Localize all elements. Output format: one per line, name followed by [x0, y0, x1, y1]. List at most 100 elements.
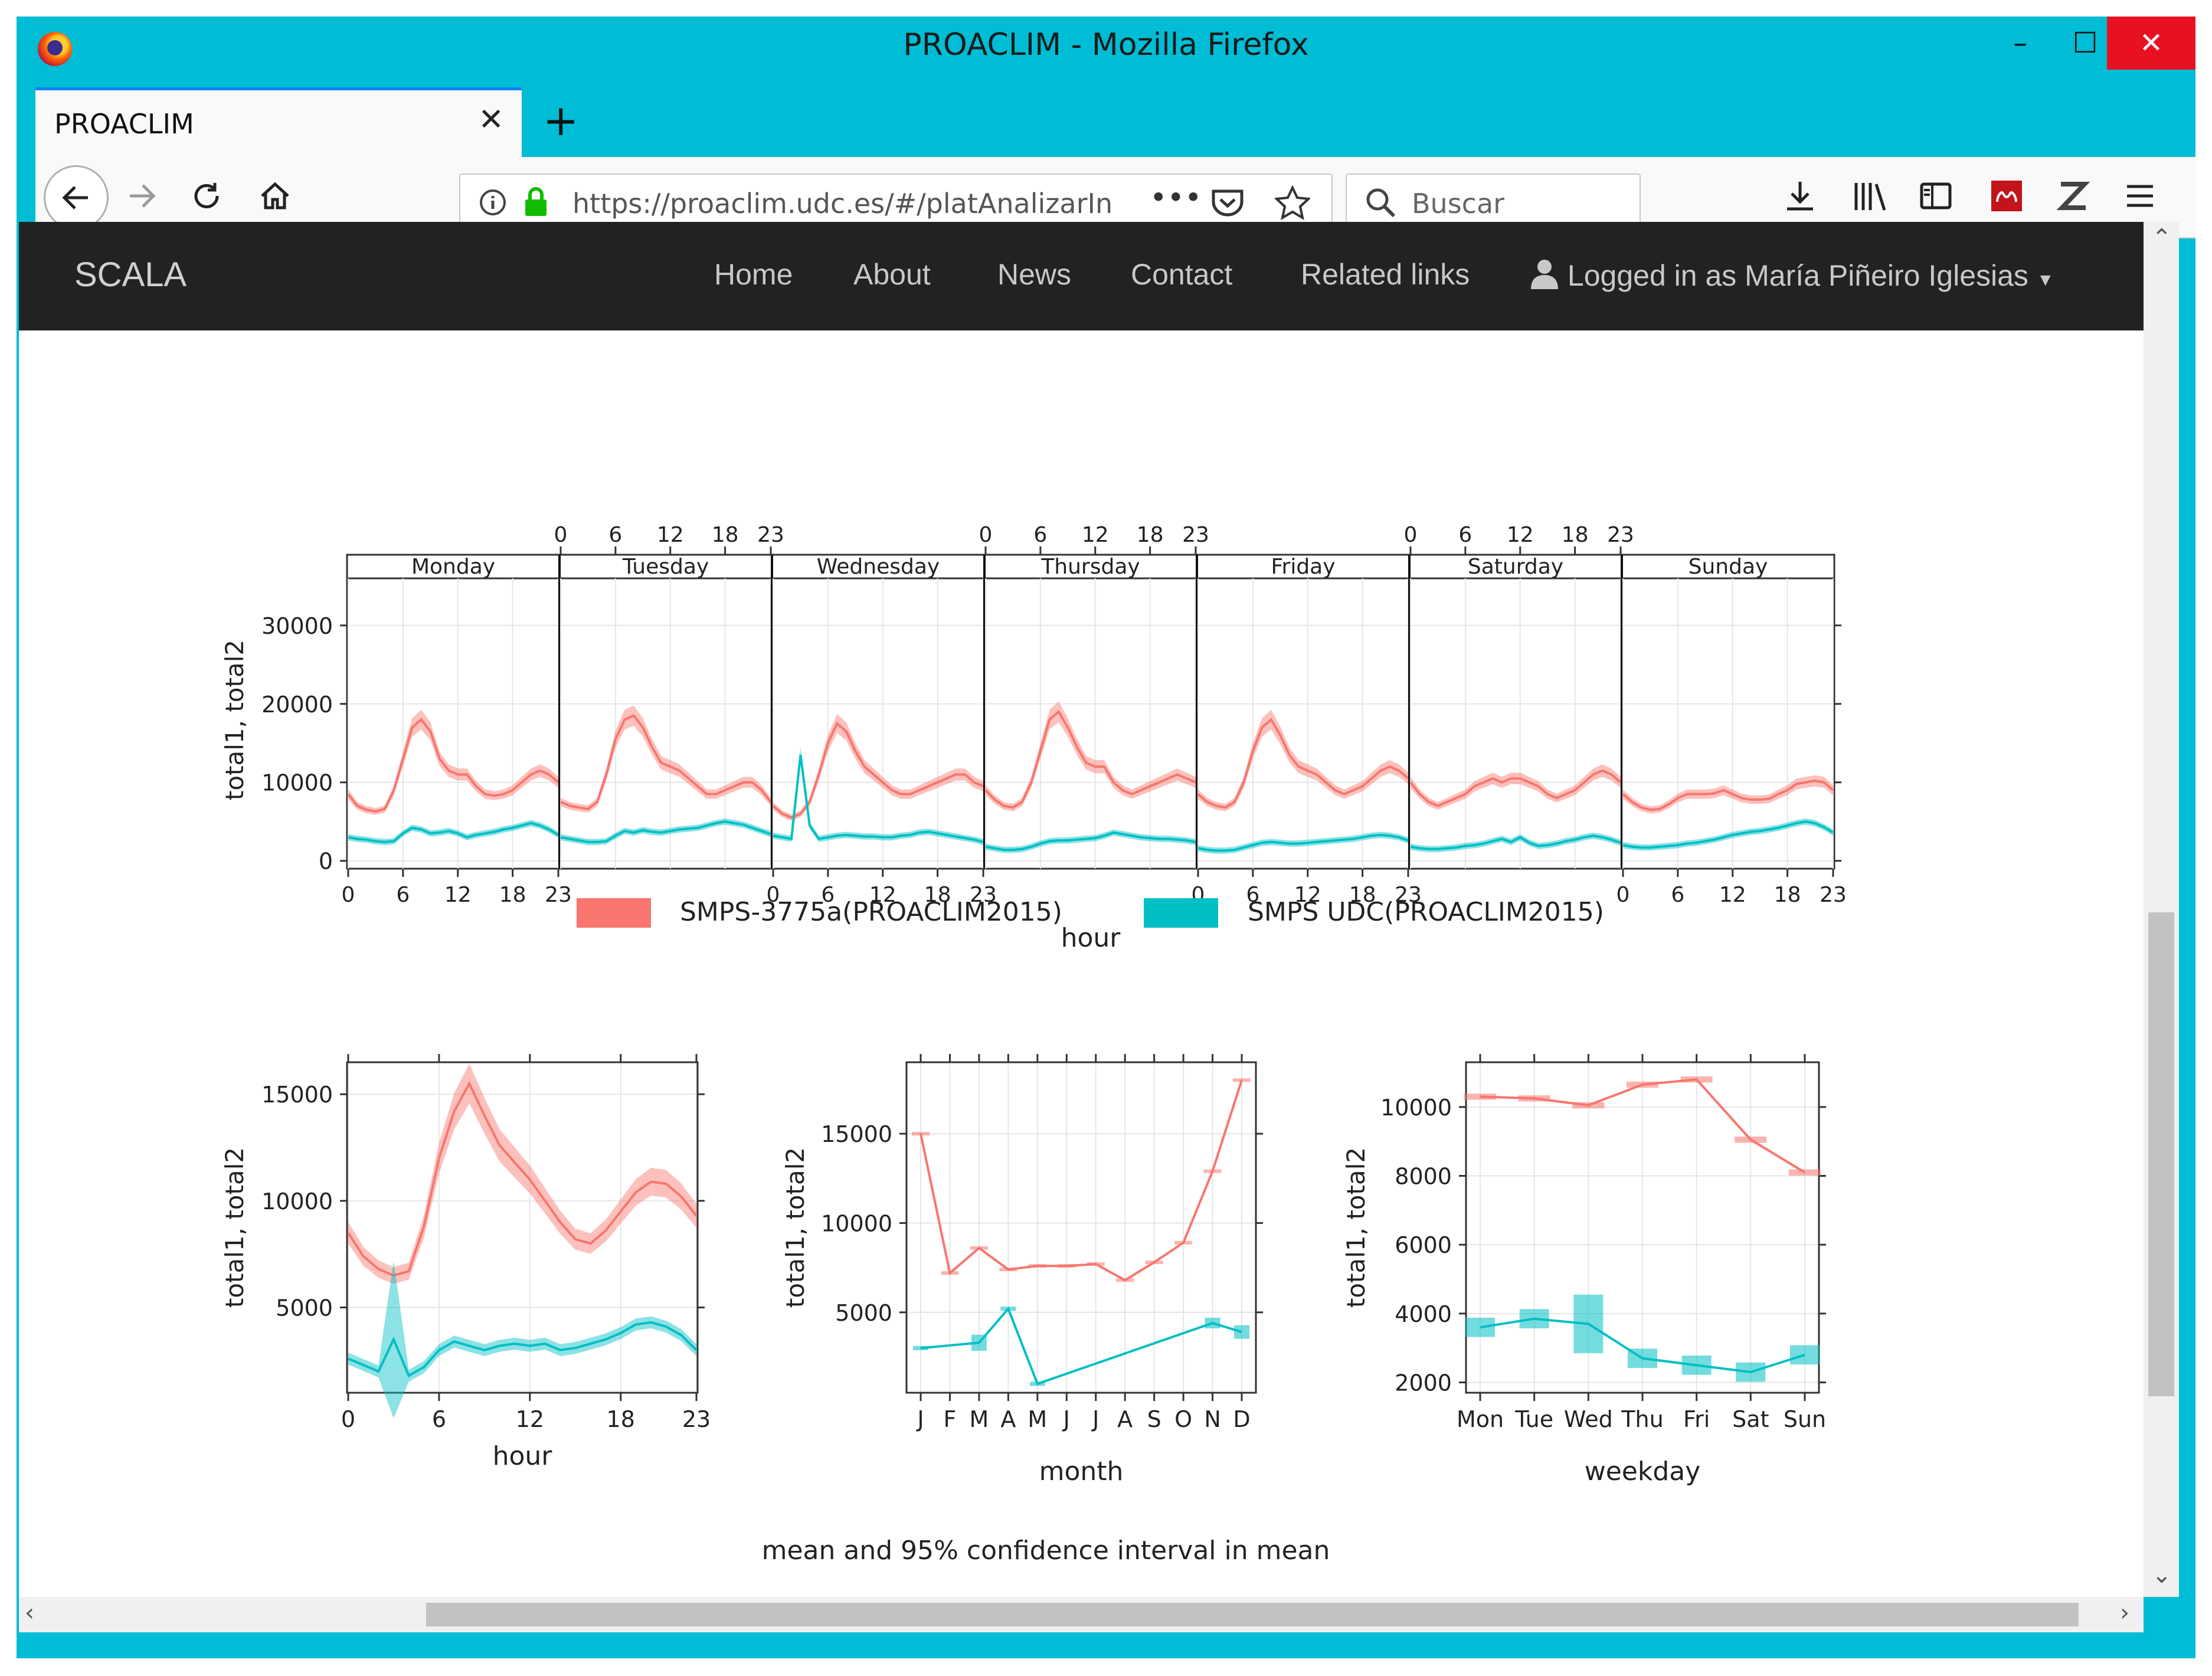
maximize-button[interactable]: ☐ — [2072, 27, 2098, 60]
y-axis-label: total1, total2 — [220, 640, 249, 800]
horizontal-scroll-thumb[interactable] — [426, 1603, 2079, 1626]
search-placeholder[interactable]: Buscar — [1412, 188, 1505, 220]
caret-down-icon: ▼ — [2036, 270, 2054, 290]
x-tick-label: Wed — [1564, 1406, 1613, 1432]
downloads-button[interactable] — [1776, 169, 1824, 223]
tab-proaclim[interactable]: PROACLIM ✕ — [35, 87, 522, 157]
download-icon — [1787, 182, 1813, 211]
app-navbar: SCALA Home About News Contact Related li… — [19, 222, 2144, 330]
scroll-up-icon[interactable]: ⌃ — [2152, 224, 2172, 251]
y-tick-label: 8000 — [1395, 1164, 1452, 1190]
library-button[interactable] — [1847, 169, 1894, 223]
home-icon — [261, 182, 289, 210]
x-tick-label: D — [1233, 1406, 1250, 1432]
panel-label-sunday: Sunday — [1689, 555, 1768, 579]
vertical-scroll-thumb[interactable] — [2148, 912, 2174, 1396]
x-tick-label: 18 — [1349, 883, 1376, 907]
x-tick-label: 0 — [554, 523, 568, 547]
y-tick-label: 15000 — [261, 1082, 333, 1108]
x-tick-label: 6 — [608, 523, 622, 547]
series-line-smps-3775a-proaclim2015-wednesday — [772, 721, 984, 819]
nav-contact[interactable]: Contact — [1131, 258, 1233, 291]
user-name: Logged in as María Piñeiro Iglesias — [1567, 259, 2028, 292]
mendeley-icon — [1991, 181, 2022, 211]
panel-label-saturday: Saturday — [1468, 555, 1563, 579]
series-line-smps-udc-proaclim2015-wednesday — [773, 754, 984, 843]
x-tick-label: A — [1117, 1406, 1133, 1432]
x-tick-label: 18 — [1774, 883, 1801, 907]
x-tick-label: 18 — [607, 1406, 635, 1432]
weekly-hourly-chart: 0 10000 20000 30000 Monday 0 6 12 18 23 Tuesday 0 6 1… — [220, 523, 1847, 953]
close-window-button[interactable]: ✕ — [2107, 17, 2195, 70]
series-line-smps-udc-proaclim2015-monday — [348, 821, 559, 843]
ci-band-smps-udc-proaclim2015-thursday — [986, 829, 1196, 853]
reload-button[interactable] — [183, 169, 230, 223]
brand-logo[interactable]: SCALA — [74, 256, 187, 294]
scroll-left-icon[interactable]: ‹ — [25, 1599, 34, 1626]
x-tick-label: Tue — [1514, 1406, 1553, 1432]
y-tick-label: 20000 — [261, 692, 333, 718]
nav-related-links[interactable]: Related links — [1301, 258, 1470, 291]
zotero-button[interactable] — [2049, 169, 2096, 223]
page-content: SCALA Home About News Contact Related li… — [19, 222, 2144, 1597]
horizontal-scrollbar[interactable]: ‹ › — [19, 1597, 2144, 1632]
x-tick-label: 6 — [396, 883, 410, 907]
url-bar[interactable]: https://proaclim.udc.es/#/platAnalizarIn… — [459, 174, 1333, 230]
legend-swatch-smps-3775a — [577, 898, 651, 928]
menu-button[interactable] — [2116, 169, 2164, 223]
nav-news[interactable]: News — [997, 258, 1072, 291]
y-axis-label: total1, total2 — [1341, 1147, 1370, 1308]
x-tick-label: M — [970, 1406, 989, 1432]
x-tick-label: 6 — [821, 883, 835, 907]
minimize-button[interactable]: – — [2013, 27, 2027, 60]
home-button[interactable] — [251, 169, 299, 223]
x-tick-label: Sat — [1732, 1406, 1769, 1432]
vertical-scrollbar[interactable]: ⌃ ⌄ — [2144, 222, 2179, 1597]
page-actions-icon[interactable]: ••• — [1150, 181, 1202, 215]
reload-icon — [194, 183, 219, 208]
ci-box-smps-udc-proaclim2015-sun — [1790, 1345, 1820, 1365]
x-tick-label: 12 — [1507, 523, 1534, 547]
series-line-smps-3775a-proaclim2015-saturday — [1409, 769, 1622, 807]
x-tick-label: J — [916, 1406, 924, 1432]
x-tick-label: 18 — [712, 523, 739, 547]
panel-label-wednesday: Wednesday — [817, 555, 940, 579]
nav-about[interactable]: About — [853, 258, 931, 291]
y-tick-label: 10000 — [1380, 1095, 1452, 1121]
x-tick-label: 12 — [516, 1406, 544, 1432]
y-tick-label: 5000 — [835, 1300, 892, 1326]
new-tab-button[interactable]: + — [543, 96, 579, 145]
nav-home[interactable]: Home — [714, 258, 793, 291]
x-tick-label: 23 — [1395, 883, 1422, 907]
tab-close-icon[interactable]: ✕ — [478, 102, 504, 138]
pocket-icon — [1212, 189, 1244, 217]
x-tick-label: 23 — [970, 883, 997, 907]
x-tick-label: M — [1028, 1406, 1047, 1432]
scroll-right-icon[interactable]: › — [2120, 1599, 2129, 1626]
search-bar[interactable]: Buscar — [1346, 174, 1641, 230]
x-axis-label: hour — [1061, 923, 1121, 953]
ci-band-smps-3775a-proaclim2015 — [348, 1063, 696, 1284]
series-line-smps-udc-proaclim2015 — [1480, 1317, 1805, 1374]
back-arrow-icon — [62, 186, 88, 210]
series-line-smps-udc-proaclim2015 — [920, 1306, 1242, 1386]
url-text[interactable]: https://proaclim.udc.es/#/platAnalizarIn — [572, 188, 1113, 220]
sidebar-button[interactable] — [1912, 169, 1959, 223]
x-axis-label: weekday — [1585, 1456, 1701, 1487]
back-button[interactable] — [44, 165, 109, 230]
x-tick-label: 0 — [979, 523, 993, 547]
tab-strip: PROACLIM ✕ + — [35, 87, 2195, 157]
scroll-down-icon[interactable]: ⌄ — [2152, 1562, 2172, 1589]
x-tick-label: O — [1174, 1406, 1192, 1432]
forward-button[interactable] — [118, 169, 165, 223]
hour-chart: 5000 10000 15000 0 6 12 18 23 hour total1, total2 — [220, 1054, 711, 1471]
y-tick-label: 6000 — [1395, 1232, 1452, 1258]
legend-label-smps-udc: SMPS UDC(PROACLIM2015) — [1248, 897, 1604, 927]
x-tick-label: J — [1091, 1406, 1099, 1432]
weekday-chart: 2000 4000 6000 8000 10000 Mon Tue Wed Thu Fri Sat S… — [1341, 1054, 1826, 1487]
series-line-smps-3775a-proaclim2015 — [1480, 1078, 1806, 1174]
y-axis-label: total1, total2 — [220, 1147, 249, 1308]
user-menu[interactable]: Logged in as María Piñeiro Iglesias ▼ — [1530, 257, 2054, 293]
mendeley-button[interactable] — [1983, 169, 2030, 223]
